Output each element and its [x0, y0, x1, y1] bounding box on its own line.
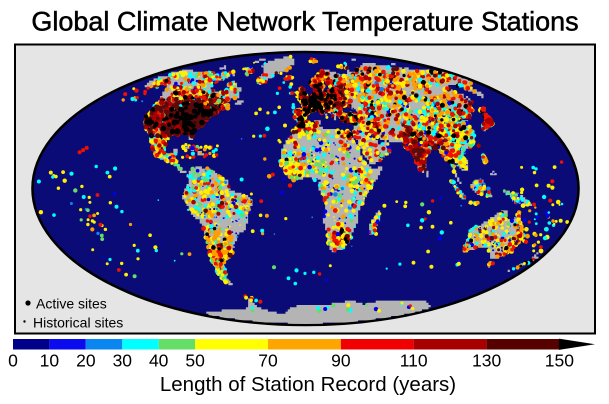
svg-text:Global Climate Network Tempera: Global Climate Network Temperature Stati…	[31, 7, 578, 37]
